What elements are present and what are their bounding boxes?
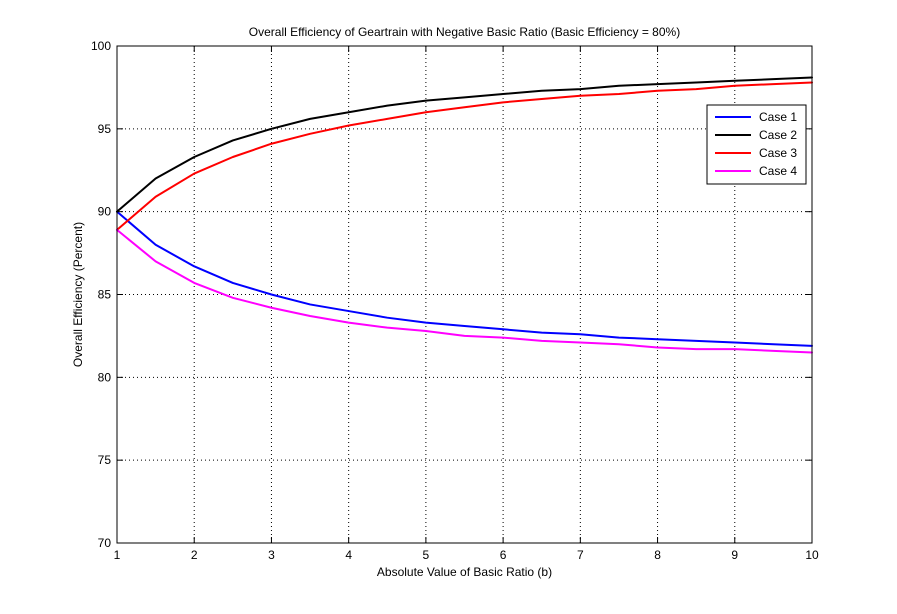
y-tick-label: 75	[98, 453, 112, 467]
legend-items: Case 1 Case 2 Case 3 Case 4	[715, 110, 797, 178]
tick-labels: 1 2 3 4 5 6 7 8 9 10 70 75 80 85 90 95 100	[91, 39, 819, 562]
y-axis-label: Overall Efficiency (Percent)	[71, 222, 85, 367]
x-axis-label: Absolute Value of Basic Ratio (b)	[377, 565, 552, 579]
y-tick-label: 90	[98, 205, 112, 219]
plot-area	[117, 46, 812, 543]
y-tick-label: 95	[98, 122, 112, 136]
series-line-case-1	[116, 210, 813, 347]
x-tick-label: 5	[423, 548, 430, 562]
x-tick-label: 7	[577, 548, 584, 562]
legend-label-case-4: Case 4	[759, 164, 797, 178]
x-tick-label: 1	[114, 548, 121, 562]
legend: Case 1 Case 2 Case 3 Case 4	[706, 104, 807, 185]
ticks	[116, 45, 813, 544]
x-tick-label: 4	[345, 548, 352, 562]
legend-label-case-2: Case 2	[759, 128, 797, 142]
x-tick-label: 2	[191, 548, 198, 562]
x-tick-label: 8	[654, 548, 661, 562]
series-lines	[116, 76, 813, 354]
x-tick-label: 6	[500, 548, 507, 562]
y-tick-label: 85	[98, 288, 112, 302]
x-tick-label: 10	[805, 548, 819, 562]
chart-title: Overall Efficiency of Geartrain with Neg…	[249, 25, 680, 39]
series-line-case-2	[116, 76, 813, 213]
series-line-case-3	[116, 81, 813, 231]
y-tick-label: 70	[98, 536, 112, 550]
y-tick-label: 80	[98, 370, 112, 384]
series-line-case-4	[116, 228, 813, 354]
legend-label-case-1: Case 1	[759, 110, 797, 124]
y-tick-label: 100	[91, 39, 111, 53]
legend-label-case-3: Case 3	[759, 146, 797, 160]
x-tick-label: 9	[731, 548, 738, 562]
x-tick-label: 3	[268, 548, 275, 562]
